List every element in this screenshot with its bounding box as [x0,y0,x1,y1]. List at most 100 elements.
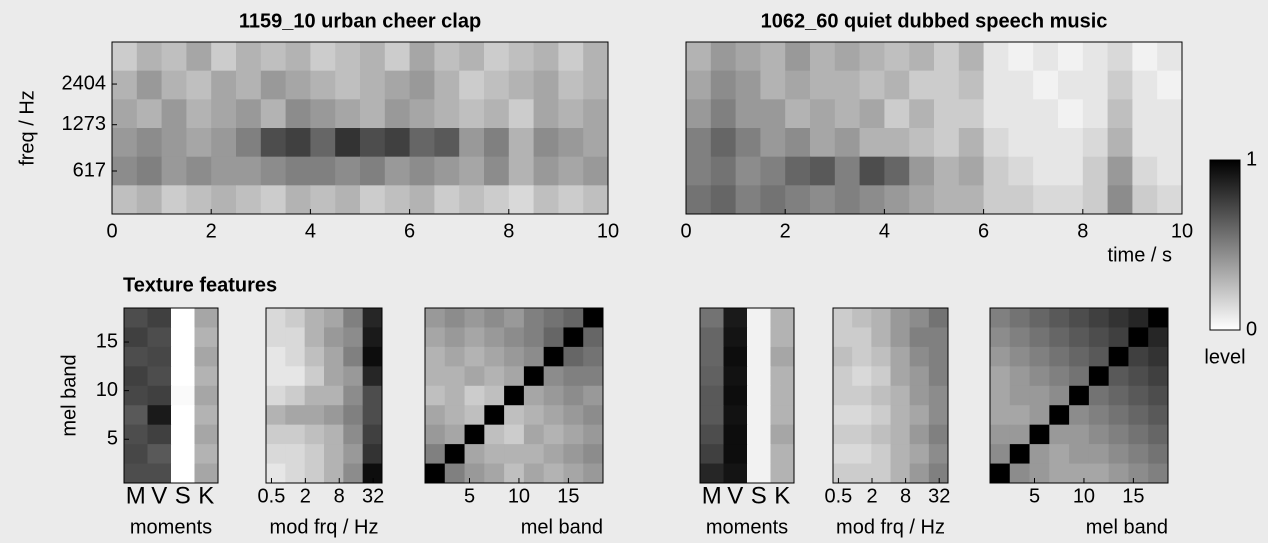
heatmap-cell [504,463,525,484]
heatmap-cell [852,385,872,406]
heatmap-cell [735,156,761,186]
heatmap-cell [1033,70,1059,100]
heatmap-cell [147,308,172,328]
heatmap-cell [285,327,306,348]
heatmap-cell [583,463,604,484]
heatmap-cell [434,99,460,129]
heatmap-cell [958,185,985,215]
heatmap-cell [958,128,985,158]
x-tick-label: 10 [1073,485,1095,507]
heatmap-cell [124,405,148,426]
heatmap-cell [909,444,930,465]
heatmap-cell [700,366,724,387]
heatmap-cell [700,424,724,445]
heatmap-cell [710,128,737,158]
heatmap-cell [1029,385,1050,406]
heatmap-cell [700,385,724,406]
heatmap-cell [362,424,383,445]
heatmap-cell [543,346,564,367]
heatmap-cell [747,327,771,348]
heatmap-cell [147,424,172,445]
heatmap-cell [747,463,771,484]
heatmap-cell [459,70,485,100]
heatmap-cell [852,327,872,348]
heatmap-cell [266,444,286,465]
heatmap-cell [444,308,466,328]
heatmap-cell [909,185,935,215]
heatmap-cell [909,42,935,72]
heatmap-cell [785,70,811,100]
heatmap-cell [1069,385,1090,406]
heatmap-cell [1082,156,1109,186]
heatmap-cell [583,327,604,348]
heatmap-cell [459,185,485,215]
heatmap-cell [324,424,344,445]
heatmap-cell [260,128,287,158]
heatmap-cell [464,405,485,426]
heatmap-cell [335,42,361,72]
heatmap-cell [1148,327,1169,348]
heatmap-cell [425,424,446,445]
x-tick-label: 15 [1122,485,1144,507]
heatmap-cell [444,385,466,406]
heatmap-cell [362,463,383,484]
heatmap-cell [409,70,435,100]
heatmap-cell [285,405,306,426]
heatmap-cell [1033,128,1059,158]
heatmap-cell [1107,128,1133,158]
heatmap-cell [194,385,219,406]
x-tick-label: 4 [305,220,316,242]
plot-frame [989,307,1169,484]
heatmap-cell [1069,366,1090,387]
heatmap-cell [194,424,219,445]
section-title: Texture features [123,274,277,296]
heatmap-cell [723,385,748,406]
heatmap-cell [990,463,1011,484]
heatmap-cell [194,463,219,484]
heatmap-cell [1088,405,1110,426]
heatmap-cell [523,463,545,484]
heatmap-cell [124,385,148,406]
heatmap-cell [324,405,344,426]
heatmap-cell [1108,405,1129,426]
heatmap-cell [583,99,609,129]
x-tick-label: 0 [680,220,691,242]
heatmap-cell [464,327,485,348]
heatmap-cell [834,128,861,158]
heatmap-cell [1008,128,1034,158]
heatmap-cell [859,185,885,215]
heatmap-cell [171,405,195,426]
heatmap-cell [285,99,311,129]
heatmap-cell [304,366,325,387]
heatmap-cell [1128,308,1149,328]
heatmap-cell [1148,385,1169,406]
heatmap-cell [260,99,287,129]
heatmap-cell [1088,366,1110,387]
heatmap-cell [833,463,853,484]
plot-frame [265,307,383,484]
heatmap-cell [362,385,383,406]
heatmap-cell [484,70,510,100]
heatmap-cell [583,156,609,186]
heatmap-cell [124,463,148,484]
heatmap-cell [1148,444,1169,465]
heatmap-cell [884,99,910,129]
heatmap-cell [1009,424,1031,445]
heatmap-cell [1082,42,1109,72]
heatmap-cell [186,70,212,100]
x-tick-label: 2 [866,485,877,507]
heatmap-cell [909,366,930,387]
heatmap-cell [833,424,853,445]
heatmap-cell [360,156,386,186]
heatmap-cell [304,405,325,426]
heatmap-cell [508,156,535,186]
heatmap-cell [409,99,435,129]
x-tick-label: 6 [404,220,415,242]
colorbar [1209,159,1241,331]
heatmap-cell [1128,405,1149,426]
heatmap-cell [543,327,564,348]
heatmap-cell [810,42,836,72]
heatmap-cell [324,327,344,348]
heatmap-cell [409,128,435,158]
heatmap-cell [504,385,525,406]
